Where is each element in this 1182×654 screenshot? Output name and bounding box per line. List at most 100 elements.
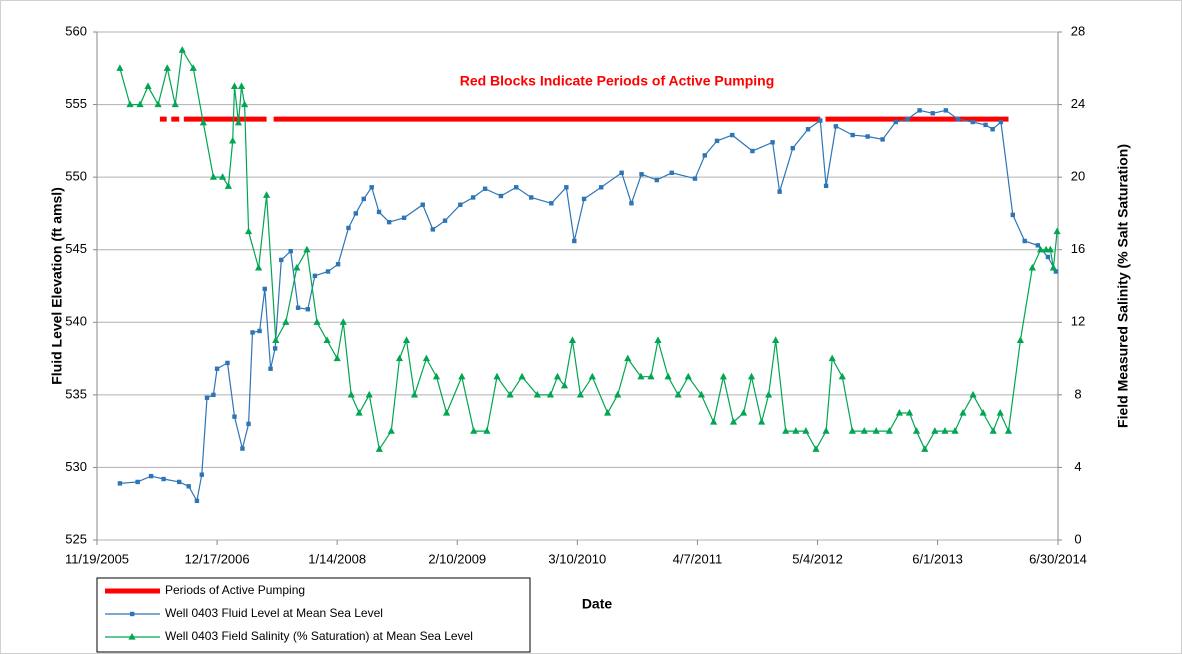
point xyxy=(395,354,404,362)
point xyxy=(422,354,430,362)
point xyxy=(719,372,728,380)
point xyxy=(244,227,253,235)
y-tick-label: 545 xyxy=(65,241,87,256)
point xyxy=(163,64,171,71)
point xyxy=(572,238,577,244)
point xyxy=(1046,245,1054,253)
point xyxy=(194,498,200,504)
y-tick-label: 530 xyxy=(65,459,87,474)
point xyxy=(199,472,205,477)
point xyxy=(176,479,182,485)
y-axis-label: Fluid Level Elevation (ft amsl) xyxy=(49,187,65,385)
point xyxy=(792,427,800,434)
point xyxy=(458,202,463,207)
point xyxy=(865,134,870,139)
y2-tick-label: 12 xyxy=(1071,314,1085,329)
point xyxy=(941,427,949,434)
point xyxy=(880,137,885,142)
point xyxy=(905,409,914,416)
point xyxy=(178,46,186,53)
point xyxy=(250,330,255,335)
point xyxy=(347,390,355,398)
point xyxy=(959,409,967,416)
point xyxy=(739,409,748,416)
point xyxy=(432,372,441,380)
y-tick-label: 535 xyxy=(65,386,87,401)
annotation: Red Blocks Indicate Periods of Active Pu… xyxy=(460,73,775,89)
point xyxy=(872,427,880,434)
point xyxy=(893,119,898,125)
point xyxy=(647,372,655,380)
point xyxy=(833,124,839,129)
point xyxy=(224,182,232,189)
point xyxy=(272,346,278,351)
point xyxy=(669,170,674,175)
point xyxy=(268,366,273,371)
point xyxy=(430,227,436,232)
point xyxy=(710,418,718,425)
point xyxy=(912,427,921,434)
point xyxy=(144,82,152,90)
point xyxy=(387,427,395,434)
x-tick-label: 4/7/2011 xyxy=(673,551,723,566)
point xyxy=(420,202,425,207)
point xyxy=(664,372,672,380)
point xyxy=(848,427,856,434)
point xyxy=(1016,336,1025,344)
point xyxy=(758,418,766,425)
point xyxy=(369,185,374,190)
point xyxy=(305,307,311,312)
x-axis-label: Date xyxy=(582,596,613,612)
point xyxy=(295,305,301,310)
y-tick-label: 550 xyxy=(65,169,87,184)
point xyxy=(361,196,366,202)
point xyxy=(401,215,407,220)
point xyxy=(225,360,230,366)
point xyxy=(458,372,466,380)
y-tick-label: 525 xyxy=(65,531,87,546)
point xyxy=(549,201,554,206)
point xyxy=(518,372,526,380)
point xyxy=(1053,269,1059,274)
point xyxy=(812,445,820,452)
point xyxy=(229,136,237,144)
point xyxy=(629,201,634,206)
point xyxy=(624,354,632,362)
point xyxy=(410,390,419,398)
point xyxy=(1010,212,1015,218)
point xyxy=(442,218,448,223)
point xyxy=(885,427,893,434)
y2-tick-label: 16 xyxy=(1071,241,1085,256)
point xyxy=(234,118,243,126)
point xyxy=(702,153,707,158)
point xyxy=(346,225,351,231)
point xyxy=(553,372,562,380)
point xyxy=(930,111,935,116)
point xyxy=(654,336,662,344)
point xyxy=(674,390,682,398)
point xyxy=(989,427,997,434)
y2-tick-label: 28 xyxy=(1071,23,1085,38)
point xyxy=(1045,254,1051,260)
point xyxy=(692,176,698,181)
point xyxy=(931,427,939,434)
x-tick-label: 6/1/2013 xyxy=(912,551,963,566)
point xyxy=(790,145,795,151)
point xyxy=(588,372,596,380)
y-tick-label: 555 xyxy=(65,96,87,111)
point xyxy=(255,263,263,271)
point xyxy=(838,372,846,380)
point xyxy=(335,262,341,267)
point xyxy=(323,336,331,344)
y-tick-label: 540 xyxy=(65,314,87,329)
point xyxy=(533,390,541,398)
point xyxy=(951,427,959,434)
point xyxy=(654,177,659,183)
point xyxy=(402,336,411,344)
point xyxy=(529,195,534,200)
point xyxy=(983,122,988,128)
point xyxy=(772,336,780,344)
point xyxy=(905,116,910,122)
